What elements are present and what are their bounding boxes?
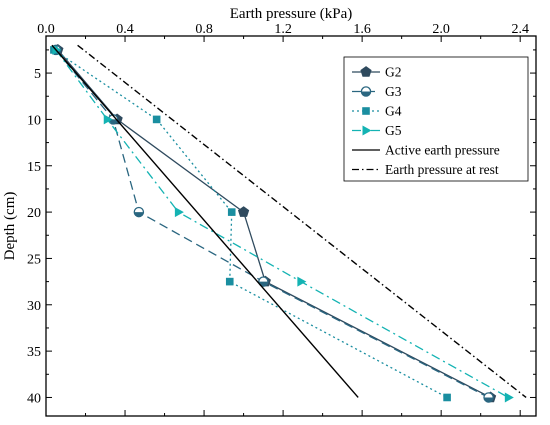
data-point-s1-2-fill	[134, 212, 144, 217]
y-tick-label: 40	[27, 391, 41, 406]
series-line-5	[77, 44, 527, 399]
y-tick-label: 30	[27, 299, 41, 314]
data-point-s1-2	[133, 206, 145, 218]
y-tick-label: 10	[27, 113, 41, 128]
x-tick-label: 0.0	[37, 22, 55, 37]
y-tick-label: 35	[27, 345, 41, 360]
y-axis-title: Depth (cm)	[2, 192, 18, 261]
plot-frame	[45, 35, 537, 417]
data-point-s2-2	[227, 208, 236, 216]
data-point-s2-4	[443, 393, 451, 402]
data-point-s2-1	[152, 115, 161, 124]
y-tick-label: 20	[27, 206, 41, 221]
data-point-s0-2	[237, 206, 250, 217]
x-tick-label: 2.4	[511, 22, 529, 37]
x-tick-label: 1.6	[353, 22, 371, 37]
data-point-s3-3	[297, 276, 307, 287]
data-point-s1-1-fill	[108, 119, 118, 125]
data-point-s1-4	[483, 392, 494, 403]
legend-label-0: G2	[385, 65, 402, 80]
data-point-s3-2	[174, 207, 184, 218]
series-line-4	[51, 44, 359, 398]
data-point-s1-1	[107, 114, 119, 125]
data-point-s2-3	[225, 277, 234, 286]
series-layer	[50, 43, 527, 403]
x-tick-label: 1.2	[274, 22, 292, 37]
legend-marker-1	[360, 86, 372, 97]
legend-marker-1-fill	[361, 91, 371, 97]
x-axis-title: Earth pressure (kPa)	[230, 6, 352, 22]
data-point-s3-4	[504, 392, 514, 403]
y-tick-label: 5	[34, 67, 41, 82]
legend-label-4: Active earth pressure	[385, 143, 500, 158]
x-tick-label: 0.8	[195, 22, 213, 37]
x-tick-label: 2.0	[432, 22, 450, 37]
legend: G2 G3 G4 G5 Active earth pressure Earth press…	[343, 56, 529, 182]
legend-label-3: G5	[385, 123, 402, 138]
legend-label-1: G3	[385, 84, 402, 99]
legend-marker-3	[362, 125, 372, 136]
data-point-s3-1	[103, 114, 113, 125]
data-point-s1-4-fill	[483, 397, 494, 403]
y-tick-label: 25	[27, 252, 41, 267]
legend-marker-0	[360, 66, 372, 77]
y-tick-label: 15	[27, 160, 41, 175]
legend-marker-2	[362, 107, 370, 115]
legend-label-5: Earth pressure at rest	[385, 162, 499, 177]
axis-ticks: 0.0 0.4 0.8 1.2 1.6 2.0 2.4 5 10 15 20 25 30 35 40	[27, 22, 536, 416]
legend-box	[343, 56, 529, 182]
data-point-s1-3	[258, 276, 269, 287]
legend-label-2: G4	[385, 104, 402, 119]
x-tick-label: 0.4	[116, 22, 134, 37]
